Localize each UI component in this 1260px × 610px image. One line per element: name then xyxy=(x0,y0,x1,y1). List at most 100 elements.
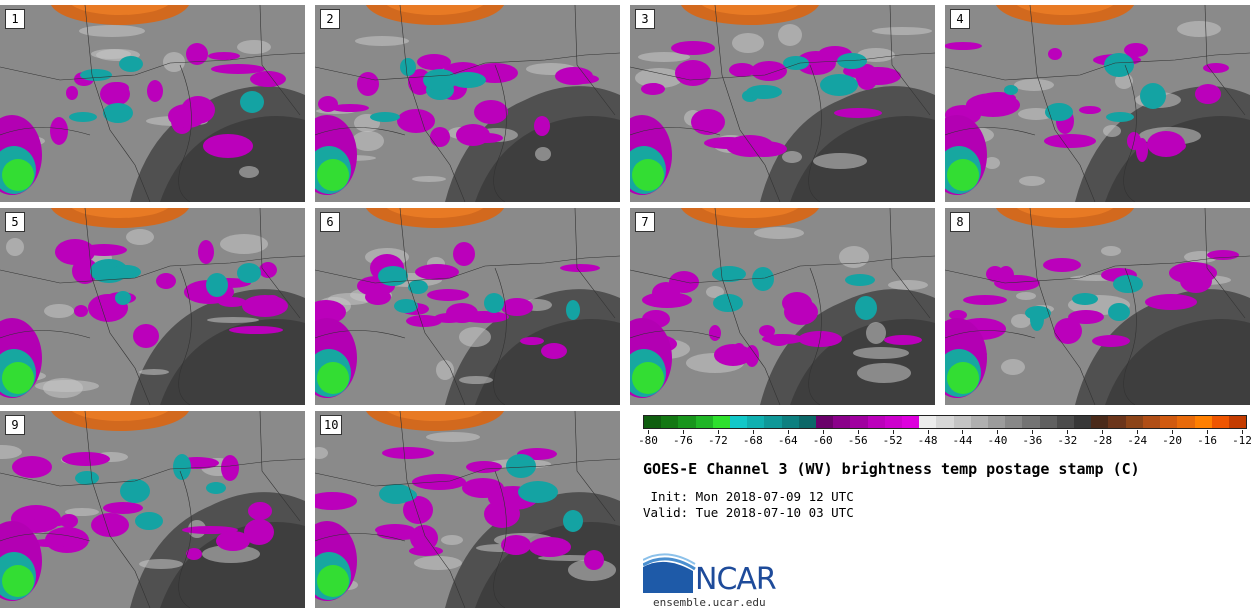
wv-map xyxy=(315,5,620,202)
postage-stamp-panel: 1 xyxy=(0,5,305,202)
wv-map xyxy=(0,411,305,608)
colorbar-tick-label: -20 xyxy=(1162,434,1183,447)
colorbar-segment xyxy=(644,416,662,428)
colorbar-segment xyxy=(833,416,851,428)
postage-stamp-panel: 6 xyxy=(315,208,620,405)
colorbar-tick xyxy=(997,430,999,434)
colorbar-segment xyxy=(1228,416,1247,428)
colorbar-tick-label: -52 xyxy=(882,434,903,447)
colorbar-segment xyxy=(867,416,885,428)
colorbar-segment xyxy=(1142,416,1161,428)
colorbar-tick-label: -72 xyxy=(707,434,728,447)
colorbar-segment xyxy=(1039,416,1057,428)
postage-stamp-panel: 5 xyxy=(0,208,305,405)
valid-time: Valid: Tue 2018-07-10 03 UTC xyxy=(643,505,854,520)
wv-map xyxy=(630,5,935,202)
colorbar-tick xyxy=(892,430,894,434)
colorbar-segment xyxy=(953,416,971,428)
plot-title: GOES-E Channel 3 (WV) brightness temp po… xyxy=(643,460,1140,478)
colorbar-segment xyxy=(988,416,1006,428)
panel-label: 9 xyxy=(5,415,25,435)
colorbar-segment xyxy=(1125,416,1143,428)
colorbar-segment xyxy=(1091,416,1109,428)
colorbar-tick xyxy=(1242,430,1243,434)
colorbar-segment xyxy=(781,416,799,428)
colorbar xyxy=(643,415,1247,429)
colorbar-tick xyxy=(962,430,964,434)
colorbar-segment xyxy=(1005,416,1023,428)
colorbar-tick xyxy=(648,430,649,434)
colorbar-tick-label: -28 xyxy=(1092,434,1113,447)
wv-map xyxy=(945,208,1250,405)
wv-map xyxy=(945,5,1250,202)
colorbar-segment xyxy=(661,416,679,428)
colorbar-tick xyxy=(1067,430,1069,434)
wv-map xyxy=(315,208,620,405)
colorbar-tick xyxy=(682,430,684,434)
colorbar-segment xyxy=(730,416,748,428)
postage-stamp-panel: 4 xyxy=(945,5,1250,202)
panel-label: 3 xyxy=(635,9,655,29)
colorbar-segment xyxy=(1160,416,1178,428)
colorbar-tick xyxy=(752,430,754,434)
ncar-logo-icon xyxy=(643,553,696,593)
colorbar-tick-label: -12 xyxy=(1232,434,1252,447)
panel-label: 5 xyxy=(5,212,25,232)
postage-stamp-panel: 10 xyxy=(315,411,620,608)
wv-map xyxy=(315,411,620,608)
colorbar-tick xyxy=(1032,430,1034,434)
init-time: Init: Mon 2018-07-09 12 UTC xyxy=(643,489,854,504)
colorbar-tick-label: -60 xyxy=(812,434,833,447)
colorbar-tick-label: -16 xyxy=(1197,434,1217,447)
panel-label: 10 xyxy=(320,415,343,435)
colorbar-tick xyxy=(1102,430,1104,434)
colorbar-ticks: -80 -76 -72 -68 -64 -60 -56 -52 -48 -44 -40 -36 -32 -… xyxy=(638,430,1252,450)
postage-stamp-panel: 8 xyxy=(945,208,1250,405)
colorbar-tick-label: -76 xyxy=(673,434,693,447)
colorbar-segment xyxy=(1211,416,1229,428)
colorbar-segment xyxy=(970,416,989,428)
colorbar-segment xyxy=(1056,416,1075,428)
colorbar-segment xyxy=(902,416,920,428)
wv-map xyxy=(0,5,305,202)
colorbar-segment xyxy=(764,416,782,428)
postage-stamp-panel: 2 xyxy=(315,5,620,202)
wv-map xyxy=(630,208,935,405)
colorbar-segment xyxy=(1177,416,1195,428)
colorbar-segment xyxy=(1074,416,1092,428)
postage-stamp-panel: 9 xyxy=(0,411,305,608)
panel-label: 1 xyxy=(5,9,25,29)
logo-text: NCAR xyxy=(695,562,777,597)
colorbar-tick xyxy=(717,430,719,434)
wv-map xyxy=(0,208,305,405)
colorbar-tick xyxy=(787,430,789,434)
colorbar-tick-label: -32 xyxy=(1057,434,1078,447)
colorbar-tick xyxy=(1172,430,1174,434)
colorbar-segment xyxy=(1194,416,1212,428)
colorbar-tick xyxy=(1137,430,1139,434)
colorbar-segment xyxy=(919,416,937,428)
panel-label: 2 xyxy=(320,9,340,29)
colorbar-segment xyxy=(712,416,731,428)
colorbar-tick xyxy=(857,430,859,434)
colorbar-segment xyxy=(850,416,868,428)
colorbar-segment xyxy=(678,416,696,428)
panel-label: 8 xyxy=(950,212,970,232)
colorbar-tick-label: -40 xyxy=(987,434,1008,447)
colorbar-segment xyxy=(1022,416,1040,428)
colorbar-segment xyxy=(936,416,954,428)
colorbar-tick-label: -56 xyxy=(847,434,868,447)
colorbar-tick-label: -24 xyxy=(1127,434,1148,447)
colorbar-tick-label: -36 xyxy=(1022,434,1043,447)
colorbar-tick xyxy=(822,430,824,434)
postage-stamp-panel: 7 xyxy=(630,208,935,405)
colorbar-segment xyxy=(1108,416,1126,428)
colorbar-segment xyxy=(884,416,903,428)
postage-stamp-panel: 3 xyxy=(630,5,935,202)
colorbar-tick xyxy=(1207,430,1209,434)
ncar-url: ensemble.ucar.edu xyxy=(653,596,766,609)
colorbar-tick xyxy=(927,430,929,434)
panel-label: 7 xyxy=(635,212,655,232)
colorbar-tick-label: -44 xyxy=(952,434,973,447)
colorbar-tick-label: -80 xyxy=(638,434,658,447)
